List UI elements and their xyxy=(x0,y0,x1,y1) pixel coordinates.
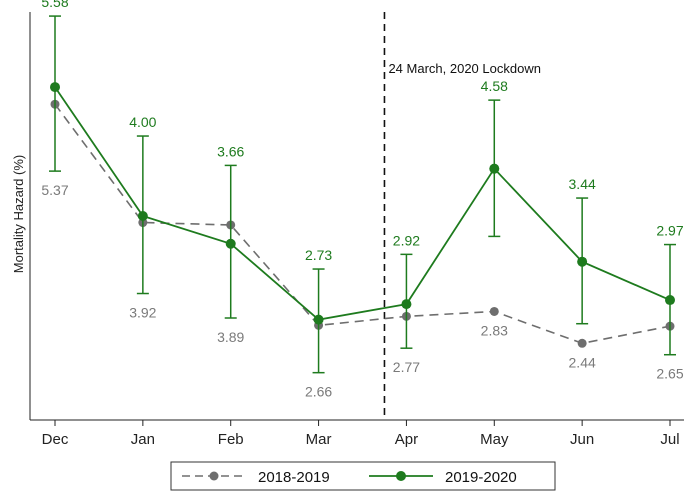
lockdown-annotation: 24 March, 2020 Lockdown xyxy=(388,61,540,76)
data-label-2019-2020: 2.92 xyxy=(393,232,420,248)
point-2018-2019 xyxy=(577,338,587,348)
data-label-2019-2020: 3.66 xyxy=(217,143,244,159)
data-label-2018-2019: 2.65 xyxy=(656,366,683,382)
point-2019-2020 xyxy=(577,256,588,267)
data-label-2018-2019: 3.89 xyxy=(217,329,244,345)
point-2019-2020 xyxy=(137,211,148,221)
x-tick-label: May xyxy=(480,431,509,448)
x-tick-label: Feb xyxy=(218,431,244,448)
point-2019-2020 xyxy=(401,299,412,310)
legend-label-2018-2019: 2018-2019 xyxy=(258,469,330,486)
axes xyxy=(29,12,684,421)
data-label-2018-2019: 2.66 xyxy=(305,384,332,400)
point-2019-2020 xyxy=(50,82,60,93)
x-tick-label: Mar xyxy=(306,431,332,448)
point-2019-2020 xyxy=(489,163,500,174)
x-ticks: Dec Jan Feb Mar Apr May Jun Jul xyxy=(42,420,680,448)
series-line-2019-2020 xyxy=(54,86,671,321)
series-line-2018-2019 xyxy=(54,103,671,345)
point-2019-2020 xyxy=(225,238,236,249)
data-label-2019-2020: 2.73 xyxy=(305,247,332,263)
data-label-2018-2019: 2.83 xyxy=(481,322,508,338)
data-label-2019-2020: 5.58 xyxy=(41,0,68,10)
legend-swatch-marker-2019-2020 xyxy=(396,471,406,481)
legend-swatch-marker-2018-2019 xyxy=(209,471,219,481)
data-label-2019-2020: 4.00 xyxy=(129,114,156,130)
point-2019-2020 xyxy=(665,295,675,306)
legend-label-2019-2020: 2019-2020 xyxy=(445,469,517,486)
data-label-2018-2019: 5.37 xyxy=(41,182,68,198)
point-2019-2020 xyxy=(313,314,324,325)
x-tick-label: Dec xyxy=(42,431,69,448)
data-label-2018-2019: 2.44 xyxy=(569,354,596,370)
data-label-2019-2020: 2.97 xyxy=(656,223,683,239)
y-axis-label: Mortality Hazard (%) xyxy=(11,155,26,273)
data-label-2018-2019: 3.92 xyxy=(129,305,156,321)
x-tick-label: Jul xyxy=(660,431,679,448)
point-2018-2019 xyxy=(489,306,499,316)
x-tick-label: Apr xyxy=(395,431,418,448)
legend: 2018-2019 2019-2020 xyxy=(170,461,556,491)
x-tick-label: Jan xyxy=(131,431,155,448)
data-label-2019-2020: 3.44 xyxy=(569,176,596,192)
series-layer: 5.58 4.00 3.66 2.73 2.92 4.58 3.44 2.97 5.37 3.92… xyxy=(41,0,683,400)
x-tick-label: Jun xyxy=(570,431,594,448)
data-label-2018-2019: 2.77 xyxy=(393,359,420,375)
data-label-2019-2020: 4.58 xyxy=(481,78,508,94)
